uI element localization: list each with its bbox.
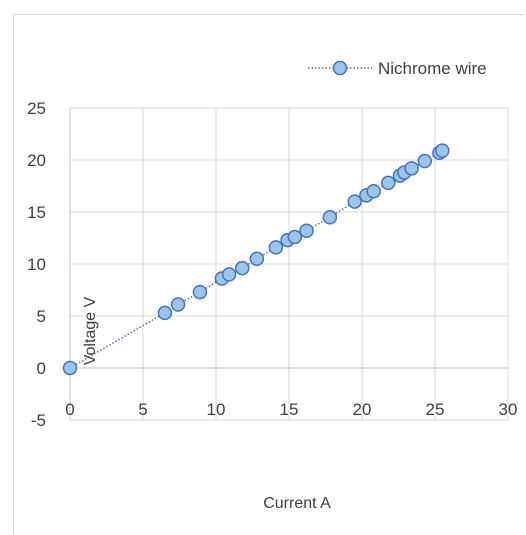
data-point (287, 229, 303, 245)
data-point (299, 223, 314, 238)
y-tick-label: 0 (37, 359, 46, 378)
x-tick-label: 15 (280, 400, 299, 419)
data-point (221, 267, 237, 282)
x-axis-title: Current A (263, 495, 331, 512)
y-tick-label: 15 (27, 203, 46, 222)
x-tick-label: 30 (499, 400, 518, 419)
x-tick-label: 5 (138, 400, 147, 419)
data-point (435, 143, 450, 158)
data-point (192, 284, 208, 300)
data-point (249, 251, 265, 267)
y-tick-label: -5 (31, 411, 46, 430)
legend: Nichrome wire (308, 59, 487, 78)
x-tick-label: 25 (426, 400, 445, 419)
y-tick-label: 5 (37, 307, 46, 326)
x-tick-label: 10 (207, 400, 226, 419)
data-point (235, 260, 250, 276)
data-point (381, 175, 396, 191)
data-point (347, 194, 362, 209)
data-point (157, 305, 173, 321)
y-tick-label: 20 (27, 151, 46, 170)
legend-marker (332, 60, 348, 76)
y-tick-label: 10 (27, 255, 46, 274)
data-points (62, 143, 450, 376)
data-point (366, 183, 381, 199)
data-point (417, 153, 433, 169)
x-tick-label: 0 (65, 400, 74, 419)
data-point (268, 240, 284, 255)
data-point (62, 360, 78, 376)
chart-frame (13, 14, 525, 535)
data-point (322, 209, 338, 225)
data-point (170, 297, 186, 312)
y-axis-title: Voltage V (82, 296, 99, 365)
y-tick-label: 25 (27, 99, 46, 118)
x-tick-label: 20 (353, 400, 372, 419)
data-point (404, 161, 419, 176)
legend-series-name: Nichrome wire (378, 59, 487, 78)
gridlines (69, 107, 509, 421)
tick-labels: -5 0 5 10 15 20 25 0 5 10 15 20 25 30 (27, 99, 517, 430)
